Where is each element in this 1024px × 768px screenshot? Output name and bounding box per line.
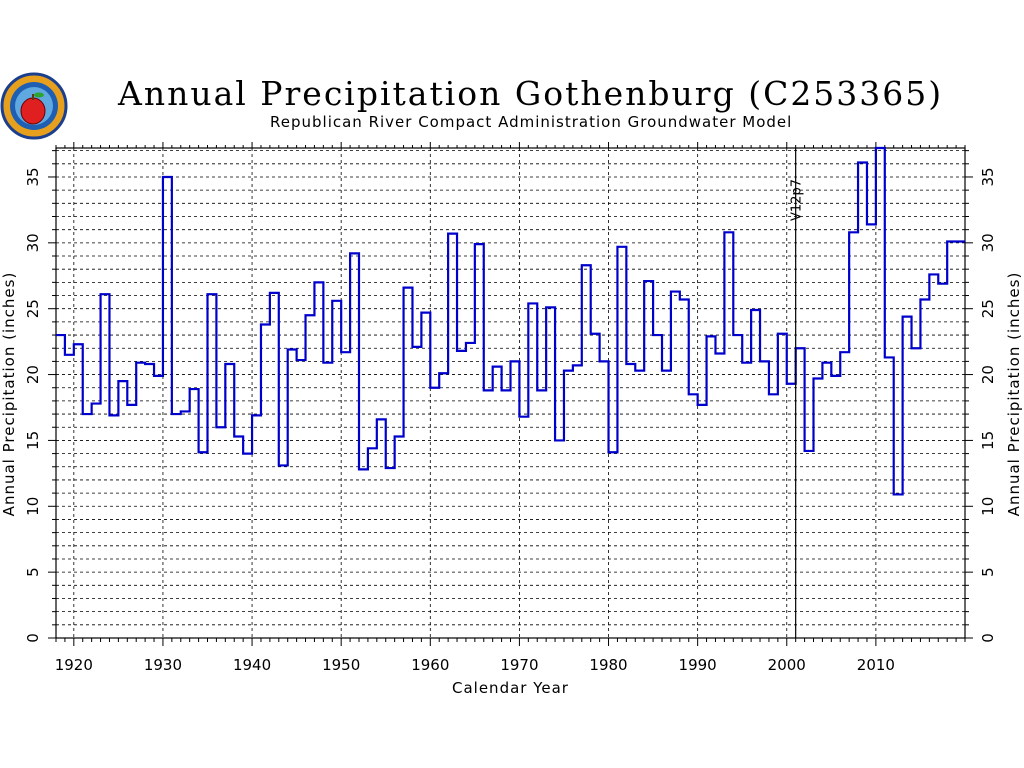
tick-labels: 0 0 5 5 10 10 15 15 20 20 25 25 30 30 35 35 1920 1930 1940…	[24, 167, 997, 674]
y-tick-label-left: 5	[24, 567, 42, 577]
y-tick-label-right: 10	[979, 497, 997, 516]
x-tick-label: 2000	[768, 656, 806, 674]
grid-lines	[56, 148, 965, 638]
y-tick-label-right: 0	[979, 633, 997, 643]
y-axis-label-right: Annual Precipitation (inches)	[1005, 272, 1023, 517]
x-axis-label: Calendar Year	[452, 679, 569, 697]
y-tick-label-right: 25	[979, 299, 997, 318]
x-tick-label: 1990	[679, 656, 717, 674]
y-tick-label-left: 10	[24, 497, 42, 516]
x-tick-label: 1980	[589, 656, 627, 674]
y-tick-label-right: 5	[979, 567, 997, 577]
annotation-layer: V12p7	[790, 148, 805, 638]
axis-ticks	[48, 142, 973, 646]
y-tick-label-right: 30	[979, 233, 997, 252]
x-tick-label: 1960	[411, 656, 449, 674]
x-tick-label: 1940	[233, 656, 271, 674]
x-tick-label: 1920	[55, 656, 93, 674]
y-tick-label-left: 30	[24, 233, 42, 252]
rrca-logo	[0, 72, 70, 142]
x-tick-label: 1970	[500, 656, 538, 674]
x-tick-label: 2010	[857, 656, 895, 674]
x-tick-label: 1930	[144, 656, 182, 674]
annotation-label: V12p7	[790, 179, 805, 221]
chart-title: Annual Precipitation Gothenburg (C253365…	[118, 74, 944, 113]
y-tick-label-left: 25	[24, 299, 42, 318]
chart-subtitle: Republican River Compact Administration …	[270, 113, 793, 131]
series-layer	[56, 146, 965, 496]
series-line	[56, 146, 965, 496]
y-tick-label-left: 35	[24, 167, 42, 186]
y-tick-label-right: 20	[979, 365, 997, 384]
plot-area	[55, 147, 966, 639]
y-tick-label-right: 15	[979, 431, 997, 450]
y-axis-label-left: Annual Precipitation (inches)	[0, 272, 18, 517]
y-tick-label-right: 35	[979, 167, 997, 186]
y-tick-label-left: 15	[24, 431, 42, 450]
y-tick-label-left: 0	[24, 633, 42, 643]
y-tick-label-left: 20	[24, 365, 42, 384]
x-tick-label: 1950	[322, 656, 360, 674]
